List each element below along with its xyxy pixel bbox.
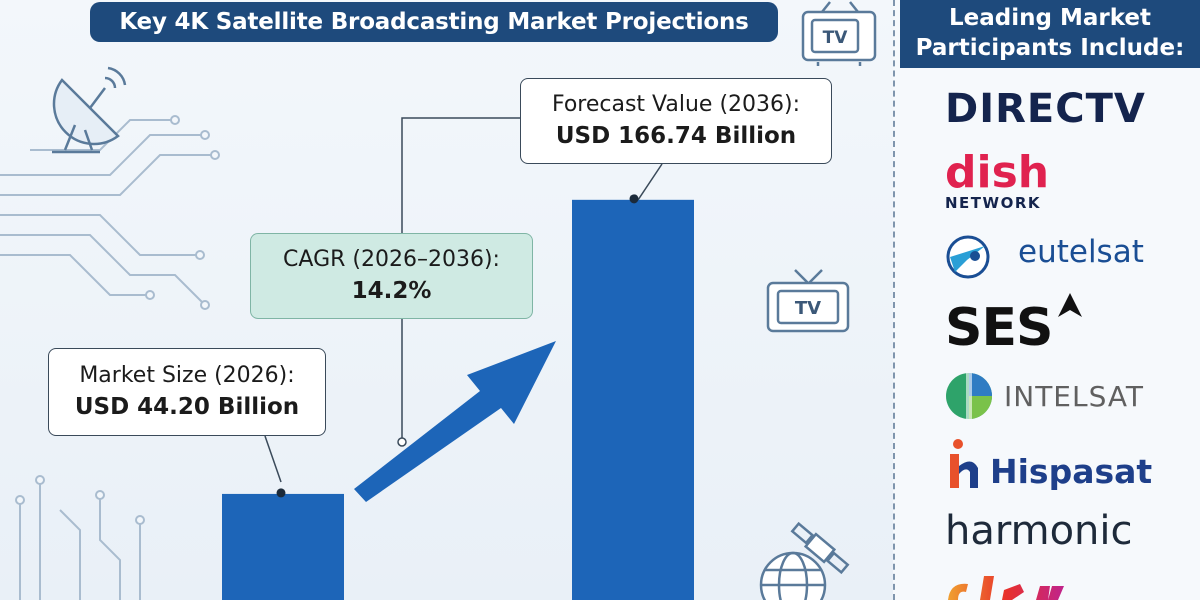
cagr-callout: CAGR (2026–2036): 14.2% bbox=[250, 233, 533, 319]
market-size-value: USD 44.20 Billion bbox=[74, 394, 300, 420]
forecast-callout: Forecast Value (2036): USD 166.74 Billio… bbox=[520, 78, 832, 164]
market-size-label: Market Size (2026): bbox=[79, 363, 295, 388]
logo-dish-word: dish bbox=[945, 147, 1050, 198]
ses-triangle-icon bbox=[1058, 293, 1082, 317]
tv-icon-middle bbox=[766, 269, 850, 333]
growth-arrow bbox=[354, 341, 556, 502]
logo-dish-sub: NETWORK bbox=[945, 194, 1042, 212]
tv-icon-top-label: TV bbox=[823, 28, 849, 48]
logo-dish-network: dish NETWORK bbox=[945, 150, 1049, 211]
intelsat-icon bbox=[946, 373, 992, 419]
participants-header-line1: Leading Market bbox=[949, 5, 1151, 31]
bar-top-dots bbox=[276, 194, 639, 498]
cagr-value: 14.2% bbox=[351, 278, 432, 304]
market-size-callout: Market Size (2026): USD 44.20 Billion bbox=[48, 348, 326, 436]
logo-hispasat: Hispasat bbox=[990, 452, 1153, 491]
globe-satellite-icon bbox=[759, 521, 850, 600]
sky-logo-partial bbox=[948, 576, 1064, 600]
chart-area: TV TV bbox=[0, 1, 877, 600]
logo-ses: SES bbox=[945, 298, 1053, 358]
logo-eutelsat: eutelsat bbox=[1018, 234, 1144, 270]
hispasat-icon bbox=[950, 439, 978, 488]
forecast-value: USD 166.74 Billion bbox=[555, 123, 797, 149]
cagr-label: CAGR (2026–2036): bbox=[283, 247, 500, 272]
forecast-label: Forecast Value (2036): bbox=[551, 92, 801, 117]
logo-harmonic: harmonic bbox=[945, 508, 1133, 554]
logo-directv: DIRECTV bbox=[945, 86, 1146, 132]
participants-header-line2: Participants Include: bbox=[915, 35, 1185, 61]
bar-dot-2026 bbox=[276, 488, 286, 498]
tv-icon-middle-label: TV bbox=[795, 298, 821, 319]
logo-intelsat: INTELSAT bbox=[1004, 380, 1144, 413]
circuit-nodes bbox=[15, 115, 220, 525]
tv-icon-top bbox=[801, 1, 877, 66]
eutelsat-icon bbox=[946, 235, 990, 279]
participants-panel bbox=[893, 0, 1200, 600]
bar-2036 bbox=[572, 199, 694, 600]
page-title: Key 4K Satellite Broadcasting Market Pro… bbox=[90, 2, 778, 42]
bar-series bbox=[222, 199, 694, 600]
bar-2026 bbox=[222, 493, 344, 600]
bar-dot-2036 bbox=[629, 194, 639, 204]
participants-header: Leading Market Participants Include: bbox=[900, 0, 1200, 68]
satellite-dish-icon bbox=[52, 66, 127, 154]
callout-connectors bbox=[264, 117, 663, 483]
